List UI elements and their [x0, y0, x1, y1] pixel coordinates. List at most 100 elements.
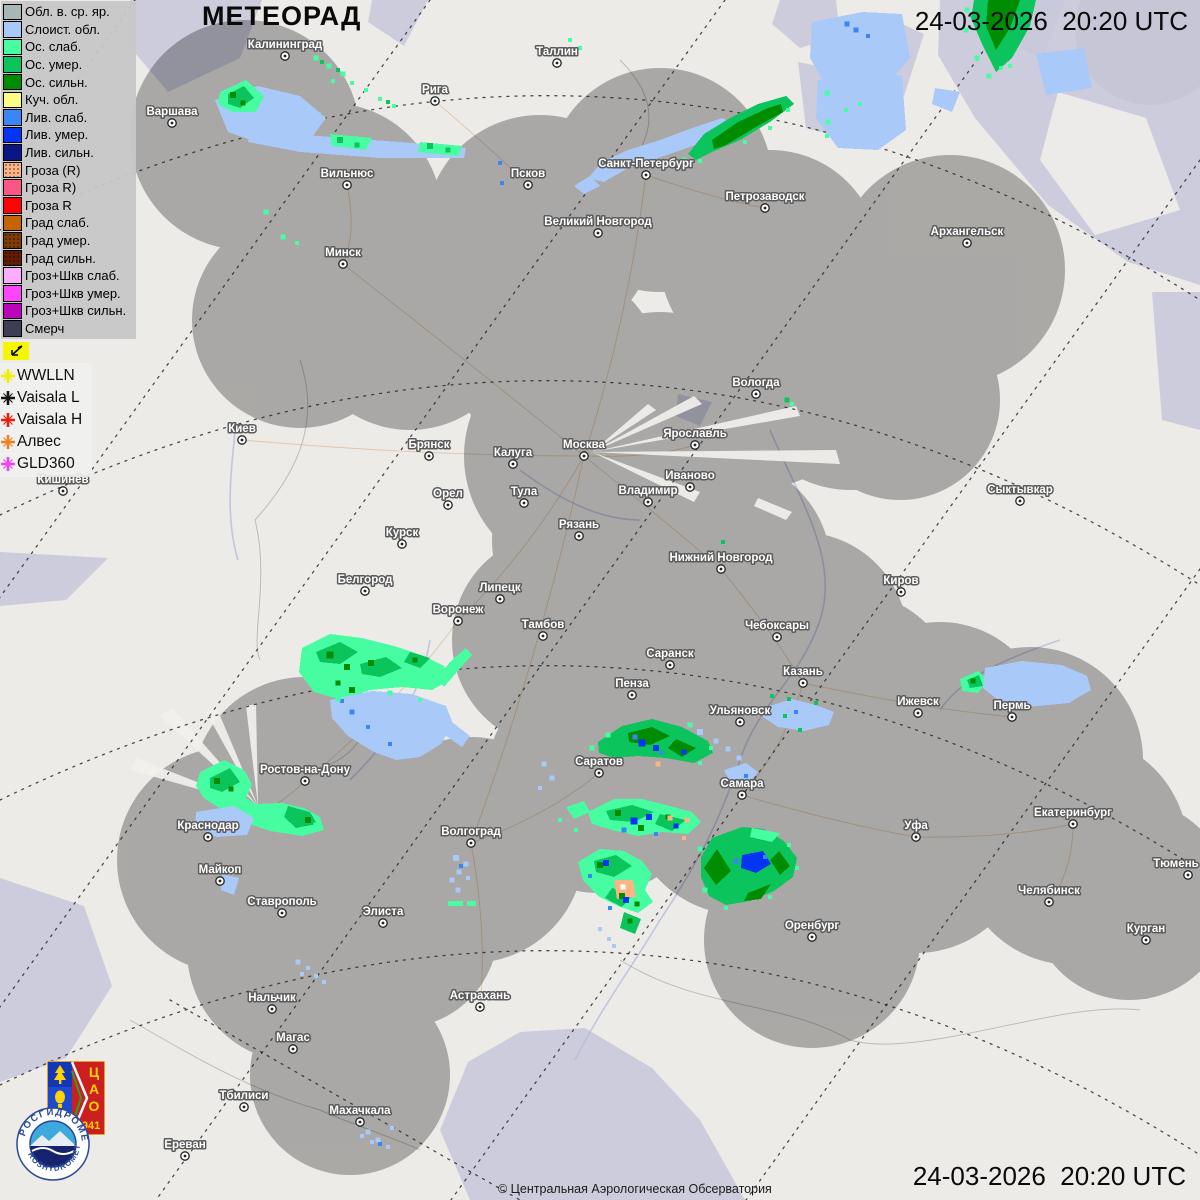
legend-row: Ос. умер.	[3, 56, 136, 74]
city-marker-dot	[582, 454, 586, 458]
precipitation-echo	[668, 739, 696, 757]
precipitation-cell	[786, 108, 790, 112]
legend-swatch	[3, 232, 22, 249]
precipitation-cell	[335, 680, 341, 686]
road	[645, 174, 766, 209]
precipitation-cell	[824, 90, 830, 96]
precipitation-cell	[598, 927, 602, 931]
city-label: Ставрополь	[247, 896, 317, 908]
city-marker-dot	[555, 61, 559, 65]
city-marker-dot	[1047, 900, 1051, 904]
country-border	[129, 1019, 421, 1151]
precipitation-cell	[794, 710, 798, 714]
city-label: Киров	[883, 575, 918, 587]
beam-blockage-wedge	[592, 406, 800, 452]
precipitation-cell	[306, 966, 310, 970]
legend-swatch	[3, 267, 22, 284]
graticule-parallel	[0, 95, 1200, 301]
precipitation-echo	[195, 806, 254, 837]
lightning-source-row: Vaisala L	[0, 387, 92, 409]
precipitation-cell	[313, 822, 321, 830]
radar-coverage-circle	[692, 532, 908, 748]
precipitation-cell	[455, 887, 461, 893]
precipitation-cell	[541, 761, 547, 767]
precipitation-cell	[618, 758, 622, 762]
precipitation-cell	[568, 38, 572, 42]
radar-coverage-circle	[652, 272, 868, 488]
city-label: Тюмень	[1153, 858, 1198, 870]
precipitation-cell	[784, 397, 790, 403]
road	[470, 842, 483, 1008]
precipitation-cell	[654, 832, 658, 836]
precipitation-cell	[295, 959, 301, 965]
legend-label: Гроза (R)	[25, 162, 81, 178]
precipitation-cell	[681, 157, 687, 163]
precipitation-cell	[588, 874, 592, 878]
graticule-parallel	[0, 665, 1200, 871]
legend-row: Град сильн.	[3, 249, 136, 267]
city-label: Воронеж	[433, 604, 485, 616]
precipitation-cell	[500, 181, 504, 185]
precipitation-cell	[659, 751, 663, 755]
city-marker-dot	[763, 206, 767, 210]
precipitation-cell	[336, 68, 340, 72]
legend-label: Ос. умер.	[25, 57, 83, 73]
city-marker-dot	[242, 1105, 246, 1109]
precipitation-cell	[697, 729, 703, 735]
precipitation-cell	[340, 71, 346, 77]
precipitation-cell	[466, 876, 470, 880]
radar-coverage-circle	[250, 975, 450, 1175]
precipitation-cell	[320, 60, 324, 64]
lightning-source-icon	[1, 435, 15, 449]
road	[583, 174, 647, 457]
precipitation-cell	[620, 884, 626, 890]
city-label: Киев	[228, 423, 256, 435]
precipitation-cell	[558, 818, 562, 822]
radar-coverage-circle	[300, 210, 520, 430]
page-title: МЕТЕОРАД	[202, 1, 362, 31]
legend-row: Град слаб.	[3, 214, 136, 232]
city-marker-dot	[358, 1120, 362, 1124]
precipitation-echo	[810, 12, 910, 100]
precipitation-echo	[221, 874, 239, 895]
legend-label: Град умер.	[25, 233, 91, 249]
precipitation-cell	[768, 126, 772, 130]
lightning-source-row: Алвес	[0, 431, 92, 453]
city-marker-dot	[433, 99, 437, 103]
precipitation-cell	[964, 7, 970, 13]
precipitation-cell	[387, 690, 393, 696]
precipitation-cell	[682, 836, 686, 840]
precipitation-echo	[448, 901, 463, 906]
road	[741, 794, 917, 838]
legend-swatch	[3, 161, 22, 179]
city-label: Астрахань	[450, 990, 510, 1002]
legend-label: Ос. слаб.	[25, 39, 82, 55]
svg-text:О: О	[89, 1098, 100, 1114]
beam-blockage-wedge	[754, 498, 792, 520]
precipitation-cell	[538, 786, 542, 790]
precipitation-cell	[744, 774, 748, 778]
radar-coverage-circle	[492, 432, 708, 648]
city-marker-dot	[688, 485, 692, 489]
precipitation-echo	[763, 699, 834, 731]
precipitation-cell	[1008, 64, 1012, 68]
city-marker-dot	[283, 54, 287, 58]
precipitation-cell	[295, 241, 299, 245]
legend-swatch	[3, 109, 22, 126]
precipitation-cell	[790, 402, 794, 406]
city-marker-dot	[693, 443, 697, 447]
city-label: Минск	[325, 247, 361, 259]
city-label: Самара	[720, 778, 764, 790]
precipitation-cell	[768, 895, 772, 899]
precipitation-echo	[983, 661, 1091, 707]
city-marker-dot	[630, 693, 634, 697]
city-marker-dot	[644, 173, 648, 177]
city-label: Тамбов	[522, 619, 565, 631]
precipitation-cell	[615, 810, 621, 816]
river	[519, 469, 641, 521]
precipitation-echo	[446, 722, 470, 747]
city-label: Белгород	[338, 574, 394, 586]
precipitation-cell	[787, 843, 791, 847]
lightning-source-icon	[1, 369, 15, 383]
